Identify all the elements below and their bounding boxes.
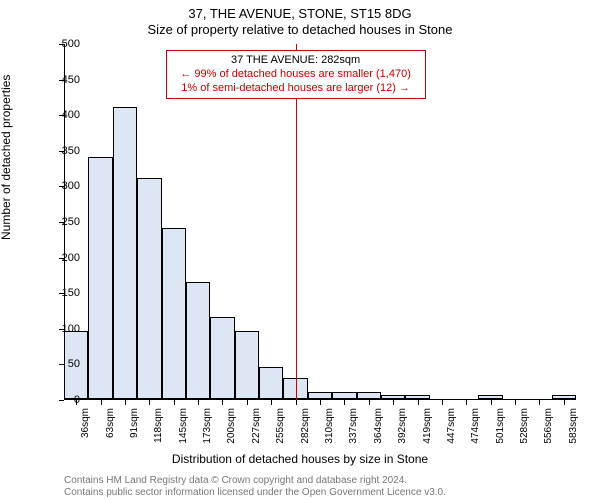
y-tick-label: 350 [62, 145, 80, 157]
x-tick [222, 400, 223, 405]
x-tick [515, 400, 516, 405]
y-tick-label: 150 [62, 287, 80, 299]
x-tick-label: 447sqm [446, 408, 457, 444]
x-tick-label: 36sqm [80, 408, 91, 438]
annotation-line1: 37 THE AVENUE: 282sqm [173, 54, 419, 68]
x-tick [271, 400, 272, 405]
histogram-bar [137, 178, 161, 399]
x-tick-label: 173sqm [202, 408, 213, 444]
x-tick-label: 200sqm [226, 408, 237, 444]
x-tick-label: 227sqm [251, 408, 262, 444]
histogram-bar [552, 395, 576, 399]
x-tick-label: 556sqm [543, 408, 554, 444]
x-tick-label: 282sqm [300, 408, 311, 444]
plot-area: 36sqm63sqm91sqm118sqm145sqm173sqm200sqm2… [64, 44, 576, 400]
x-tick [466, 400, 467, 405]
y-tick-label: 200 [62, 252, 80, 264]
x-tick-label: 474sqm [470, 408, 481, 444]
x-tick-label: 364sqm [373, 408, 384, 444]
y-tick-label: 100 [62, 323, 80, 335]
x-tick-label: 392sqm [397, 408, 408, 444]
x-tick [344, 400, 345, 405]
x-tick [564, 400, 565, 405]
x-axis-label: Distribution of detached houses by size … [0, 452, 600, 466]
x-tick-label: 310sqm [324, 408, 335, 444]
annotation-line3: 1% of semi-detached houses are larger (1… [173, 82, 419, 96]
footer-attribution-1: Contains HM Land Registry data © Crown c… [64, 475, 407, 486]
histogram-bar [88, 157, 112, 399]
histogram-bar [332, 392, 356, 399]
x-tick-label: 501sqm [495, 408, 506, 444]
y-tick-label: 0 [74, 394, 80, 406]
annotation-box: 37 THE AVENUE: 282sqm← 99% of detached h… [166, 50, 426, 99]
histogram-bar [210, 317, 234, 399]
histogram-bar [162, 228, 186, 399]
y-tick-label: 300 [62, 180, 80, 192]
histogram-bar [381, 395, 405, 399]
footer-attribution-2: Contains public sector information licen… [64, 487, 446, 498]
x-tick-label: 118sqm [153, 408, 164, 443]
x-tick-label: 337sqm [348, 408, 359, 444]
chart-title-line1: 37, THE AVENUE, STONE, ST15 8DG [0, 6, 600, 21]
x-tick-label: 255sqm [275, 408, 286, 444]
x-tick-label: 528sqm [519, 408, 530, 444]
y-axis-label: Number of detached properties [0, 75, 13, 240]
x-tick [369, 400, 370, 405]
chart-container: { "title_line1": "37, THE AVENUE, STONE,… [0, 0, 600, 500]
x-tick [296, 400, 297, 405]
histogram-bar [405, 395, 429, 399]
annotation-line2: ← 99% of detached houses are smaller (1,… [173, 68, 419, 82]
x-tick [320, 400, 321, 405]
x-tick-label: 63sqm [105, 408, 116, 438]
chart-title-line2: Size of property relative to detached ho… [0, 22, 600, 37]
x-tick [174, 400, 175, 405]
x-tick [539, 400, 540, 405]
y-tick-label: 50 [68, 358, 80, 370]
x-tick [125, 400, 126, 405]
x-tick [442, 400, 443, 405]
x-tick-label: 145sqm [178, 408, 189, 444]
x-tick [198, 400, 199, 405]
y-tick-label: 250 [62, 216, 80, 228]
histogram-bar [235, 331, 259, 399]
y-tick-label: 400 [62, 109, 80, 121]
x-tick [393, 400, 394, 405]
x-tick [418, 400, 419, 405]
x-tick [149, 400, 150, 405]
histogram-bar [478, 395, 502, 399]
histogram-bar [308, 392, 332, 399]
x-tick-label: 419sqm [422, 408, 433, 444]
x-tick-label: 91sqm [129, 408, 140, 438]
y-tick-label: 500 [62, 38, 80, 50]
x-tick [247, 400, 248, 405]
histogram-bar [259, 367, 283, 399]
y-tick [59, 400, 64, 401]
y-tick-label: 450 [62, 74, 80, 86]
histogram-bar [186, 282, 210, 399]
x-tick [101, 400, 102, 405]
x-tick [491, 400, 492, 405]
histogram-bar [113, 107, 137, 399]
x-tick-label: 583sqm [568, 408, 579, 444]
histogram-bar [357, 392, 381, 399]
